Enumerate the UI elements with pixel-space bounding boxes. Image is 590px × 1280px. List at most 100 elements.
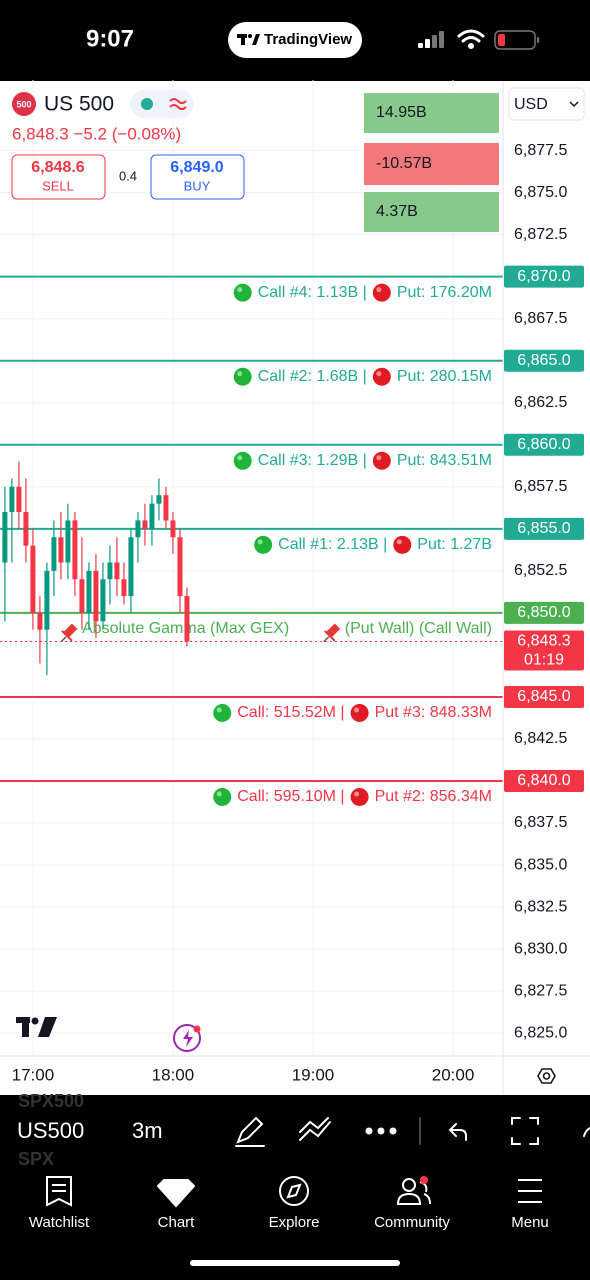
toolbar: [0, 1095, 590, 1165]
summary-box: [364, 143, 499, 185]
candle-body: [184, 596, 190, 642]
fullscreen-icon[interactable]: [511, 1117, 539, 1145]
tab-label[interactable]: Watchlist: [29, 1214, 90, 1231]
x-tick-label: 17:00: [12, 1065, 55, 1084]
level-tag-label: 6,855.0: [517, 520, 570, 537]
pen-icon[interactable]: [235, 1116, 265, 1147]
trend-icon[interactable]: [299, 1117, 331, 1141]
emoji-shine: [257, 539, 263, 545]
emoji-dot: [350, 787, 369, 806]
watchlist-icon[interactable]: [46, 1176, 72, 1207]
y-tick-label: 6,832.5: [514, 898, 567, 915]
level-tag: [504, 601, 584, 624]
candle-body: [30, 545, 36, 613]
emoji-shine: [237, 455, 243, 461]
explore-icon[interactable]: [279, 1176, 309, 1206]
ghost-symbol: SPX500: [18, 1091, 84, 1111]
pin-icon: [324, 623, 341, 642]
y-tick-label: 6,857.5: [514, 478, 567, 495]
emoji-shine: [237, 371, 243, 377]
summary-text: 14.95B: [376, 104, 427, 121]
battery-icon: [494, 30, 539, 50]
more-icon: [583, 1127, 590, 1137]
y-tick-label: 6,827.5: [514, 982, 567, 999]
summary-boxes: 14.95B -10.57B 4.37B: [364, 93, 499, 232]
tab-label[interactable]: Community: [374, 1214, 450, 1231]
tab-label[interactable]: Explore: [269, 1214, 320, 1231]
tab-label[interactable]: Chart: [158, 1214, 196, 1231]
emoji-shine: [216, 791, 222, 797]
explore-needle: [286, 1183, 302, 1199]
emoji-shine: [376, 455, 382, 461]
delay-icon: [169, 98, 187, 110]
candle-body: [135, 520, 141, 538]
emoji-dot: [213, 703, 232, 722]
candle-body: [23, 512, 29, 546]
community-icon[interactable]: [402, 1178, 416, 1192]
candle-body: [86, 570, 92, 613]
lightning: [183, 1030, 193, 1047]
candle-body: [114, 562, 120, 580]
level-tag: [504, 517, 584, 540]
more-icon[interactable]: [389, 1127, 397, 1135]
toolbar-interval[interactable]: 3m: [132, 1118, 163, 1143]
sell-button[interactable]: [11, 154, 106, 200]
put-label: Put: 843.51M: [397, 452, 492, 469]
y-tick-label: 6,830.0: [514, 940, 567, 957]
call-label: Call #2: 1.68B |: [258, 368, 367, 385]
more-icon[interactable]: [377, 1127, 385, 1135]
candle-body: [170, 520, 176, 538]
community-badge: [420, 1176, 428, 1184]
emoji-dot: [254, 535, 273, 554]
alert-icon[interactable]: [173, 1024, 201, 1052]
emoji-shine: [376, 287, 382, 293]
chart-icon[interactable]: [156, 1179, 196, 1208]
level-tag: [504, 433, 584, 456]
toolbar-symbol[interactable]: US500: [17, 1118, 84, 1143]
candle-body: [142, 520, 148, 529]
summary-box: [364, 93, 499, 133]
candle-body: [58, 537, 64, 563]
symbol-icon: [12, 92, 36, 116]
emoji-shine: [237, 287, 243, 293]
y-tick-label: 6,835.0: [514, 856, 567, 873]
level-tag-label: 6,845.0: [517, 688, 570, 705]
signal-icon: [418, 31, 444, 48]
x-tick-label: 19:00: [292, 1065, 335, 1084]
level-tag: [504, 265, 584, 288]
pin-icon: [61, 623, 78, 642]
y-tick-label: 6,875.0: [514, 184, 567, 201]
y-tick-label: 6,877.5: [514, 142, 567, 159]
symbol-name[interactable]: US 500: [44, 93, 114, 116]
candle-body: [100, 579, 106, 622]
x-tick-label: 18:00: [152, 1065, 195, 1084]
wifi-icon: [457, 29, 485, 49]
level-tag: [504, 349, 584, 372]
settings-icon[interactable]: [537, 1068, 556, 1084]
sell-label: SELL: [42, 178, 74, 193]
emoji-shine: [354, 707, 360, 713]
home-indicator: [190, 1260, 400, 1266]
chevron: [569, 101, 579, 108]
buy-button[interactable]: [150, 154, 245, 200]
tv-logo-small: [237, 34, 260, 45]
tab-icons: [46, 1176, 542, 1208]
emoji-dot: [372, 451, 391, 470]
level-tag-label: 6,865.0: [517, 352, 570, 369]
tab-labels: Watchlist Chart Explore Community Menu: [29, 1214, 549, 1231]
candle-body: [79, 579, 85, 613]
summary-text: 4.37B: [376, 203, 418, 220]
more-icon[interactable]: [365, 1127, 373, 1135]
currency-select[interactable]: [508, 87, 585, 121]
undo-icon[interactable]: [448, 1123, 467, 1141]
y-tick-label: 6,867.5: [514, 310, 567, 327]
app-pill: [228, 22, 362, 58]
y-tick-label: 6,872.5: [514, 226, 567, 243]
menu-icon[interactable]: [518, 1179, 542, 1203]
y-tick-label: 6,862.5: [514, 394, 567, 411]
tab-label[interactable]: Menu: [511, 1214, 549, 1231]
candle-body: [177, 537, 183, 597]
y-tick-label: 6,842.5: [514, 730, 567, 747]
emoji-dot: [393, 535, 412, 554]
status-pill[interactable]: [130, 90, 194, 118]
